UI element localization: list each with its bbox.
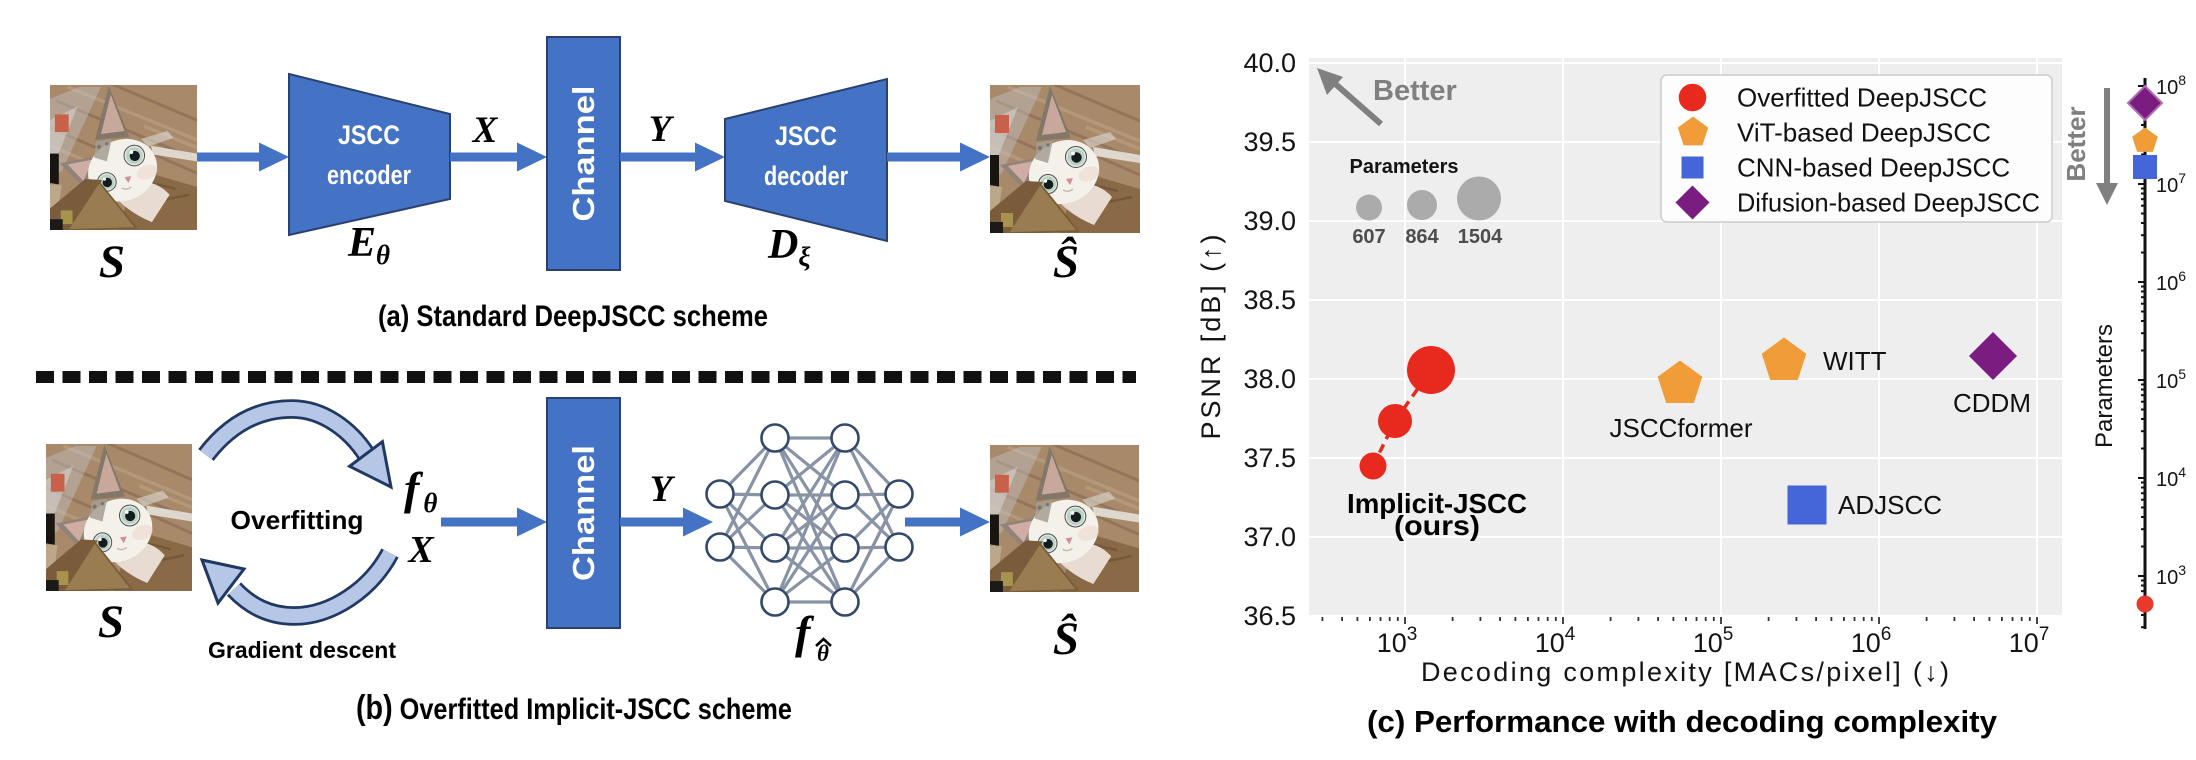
svg-text:864: 864 <box>1405 226 1439 248</box>
svg-text:105: 105 <box>1693 624 1734 658</box>
svg-text:607: 607 <box>1352 226 1385 248</box>
svg-text:Implicit-JSCC: Implicit-JSCC <box>1347 488 1527 519</box>
svg-text:Parameters: Parameters <box>1350 156 1459 178</box>
svg-text:Parameters: Parameters <box>2091 324 2118 448</box>
svg-text:Better: Better <box>2061 106 2091 181</box>
svg-text:Difusion-based DeepJSCC: Difusion-based DeepJSCC <box>1737 188 2040 218</box>
svg-text:Overfitted DeepJSCC: Overfitted DeepJSCC <box>1737 83 1987 113</box>
svg-text:JSCC: JSCC <box>338 120 400 150</box>
svg-text:Overfitting: Overfitting <box>231 505 364 535</box>
svg-text:Gradient descent: Gradient descent <box>208 637 396 663</box>
svg-text:X: X <box>407 529 435 571</box>
svg-text:X: X <box>472 110 499 151</box>
svg-text:103: 103 <box>1377 624 1418 658</box>
svg-text:38.5: 38.5 <box>1243 285 1296 315</box>
svg-text:(ours): (ours) <box>1394 510 1480 541</box>
svg-text:encoder: encoder <box>327 160 411 190</box>
svg-text:104: 104 <box>2156 464 2186 491</box>
svg-text:JSCCformer: JSCCformer <box>1609 413 1752 443</box>
svg-text:1504: 1504 <box>1458 226 1503 248</box>
svg-text:CDDM: CDDM <box>1953 388 2031 418</box>
svg-text:CNN-based DeepJSCC: CNN-based DeepJSCC <box>1737 153 2010 183</box>
svg-text:(b) Overfitted Implicit-JSCC s: (b) Overfitted Implicit-JSCC scheme <box>356 689 792 727</box>
svg-text:Ŝ: Ŝ <box>1053 236 1079 288</box>
svg-text:106: 106 <box>1851 624 1892 658</box>
svg-text:(a) Standard DeepJSCC scheme: (a) Standard DeepJSCC scheme <box>378 300 768 333</box>
svg-text:107: 107 <box>2156 170 2186 197</box>
svg-text:37.5: 37.5 <box>1243 443 1296 473</box>
svg-text:Y: Y <box>649 109 675 150</box>
svg-text:36.5: 36.5 <box>1243 601 1296 631</box>
svg-text:39.0: 39.0 <box>1243 206 1296 236</box>
svg-text:f: f <box>795 607 815 658</box>
svg-text:Channel: Channel <box>566 86 601 222</box>
svg-text:θ: θ <box>817 641 829 666</box>
svg-text:40.0: 40.0 <box>1243 48 1296 78</box>
svg-text:S: S <box>99 236 125 288</box>
svg-text:ADJSCC: ADJSCC <box>1838 490 1942 520</box>
svg-text:Eθ: Eθ <box>347 220 390 270</box>
svg-text:Y: Y <box>650 469 676 510</box>
svg-text:JSCC: JSCC <box>775 121 837 151</box>
svg-text:104: 104 <box>1535 624 1576 658</box>
svg-text:decoder: decoder <box>764 161 848 191</box>
svg-text:103: 103 <box>2156 562 2186 589</box>
svg-text:Channel: Channel <box>566 445 601 581</box>
svg-text:S: S <box>98 596 124 648</box>
svg-text:38.0: 38.0 <box>1243 364 1296 394</box>
svg-text:39.5: 39.5 <box>1243 127 1296 157</box>
svg-text:Better: Better <box>1373 75 1457 107</box>
svg-text:Dξ: Dξ <box>767 222 810 272</box>
svg-text:106: 106 <box>2156 268 2186 295</box>
svg-text:fθ: fθ <box>404 463 437 518</box>
svg-text:PSNR [dB] (↑): PSNR [dB] (↑) <box>1196 235 1226 440</box>
svg-text:107: 107 <box>2009 624 2050 658</box>
svg-text:WITT: WITT <box>1823 346 1887 376</box>
svg-text:108: 108 <box>2156 72 2186 99</box>
svg-text:Ŝ: Ŝ <box>1053 613 1079 665</box>
svg-text:(c) Performance with decoding: (c) Performance with decoding complexity <box>1367 704 1998 739</box>
svg-text:ViT-based DeepJSCC: ViT-based DeepJSCC <box>1737 118 1991 148</box>
svg-text:37.0: 37.0 <box>1243 522 1296 552</box>
svg-text:Decoding complexity [MACs/pixe: Decoding complexity [MACs/pixel] (↓) <box>1421 657 1949 687</box>
svg-text:105: 105 <box>2156 366 2186 393</box>
